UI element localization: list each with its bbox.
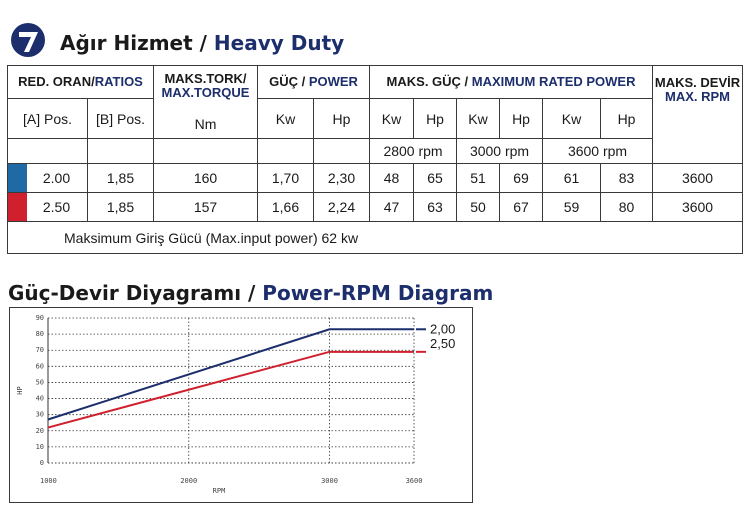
chart-svg: 0 10 20 30 40 50 60 70 80 90 1000 2000 3000 3600 RPM HP… [16, 314, 455, 495]
table-cell: 2,24 [312, 192, 371, 222]
max-power-header-en: MAXIMUM RATED POWER [471, 74, 636, 89]
y-tick-label: 0 [40, 459, 44, 467]
power-rpm-title: Güç-Devir Diyagramı / Power-RPM Diagram [8, 281, 493, 305]
torque-header-en: MAX.TORQUE [161, 85, 250, 100]
power-header: GÜÇ / POWER [256, 65, 371, 99]
table-cell: 1,85 [87, 192, 154, 222]
unit-2800-hp: Hp [413, 98, 458, 139]
table-cell: 3600 [652, 163, 744, 193]
x-tick-label: 1000 [40, 477, 57, 485]
table-cell: 50 [456, 192, 501, 222]
blank-cell [153, 138, 258, 164]
table-cell: 160 [153, 163, 258, 193]
table-cell: 3600 [652, 192, 744, 222]
blank-cell [257, 138, 314, 164]
table-cell: 1,66 [257, 192, 314, 222]
unit-3600-hp: Hp [600, 98, 654, 139]
table-cell: 67 [499, 192, 544, 222]
rpm-3000: 3000 rpm [456, 138, 544, 164]
table-cell: 47 [369, 192, 415, 222]
torque-header-tr: MAKS.TORK/ [164, 71, 247, 86]
max-input-power-note: Maksimum Giriş Gücü (Max.input power) 62… [6, 221, 744, 254]
y-tick-label: 20 [36, 427, 44, 435]
rpm-2800: 2800 rpm [369, 138, 458, 164]
x-tick-label: 2000 [180, 477, 197, 485]
brand-logo-icon [11, 23, 45, 57]
table-cell: 61 [542, 163, 602, 193]
unit-3000-hp: Hp [499, 98, 544, 139]
max-rpm-header-tr: MAKS. DEVİR [654, 75, 741, 90]
heavy-duty-title: Ağır Hizmet / Heavy Duty [60, 31, 344, 55]
power-header-en: POWER [308, 74, 358, 89]
table-cell: 63 [413, 192, 458, 222]
rpm-3600: 3600 rpm [542, 138, 654, 164]
unit-a-pos: [A] Pos. [7, 98, 88, 139]
heavy-duty-title-en: Heavy Duty [213, 31, 345, 55]
table-cell: 51 [456, 163, 501, 193]
units-row: [A] Pos. [B] Pos. Kw Hp Kw Hp Kw Hp Kw H… [7, 98, 743, 139]
ratio-a-value: 2.00 [42, 170, 71, 186]
ratio-a-cell: 2.50 [7, 192, 88, 222]
max-rpm-header: MAKS. DEVİR MAX. RPM [652, 65, 744, 164]
x-tick-label: 3000 [321, 477, 338, 485]
y-axis-label: HP [16, 386, 24, 394]
torque-header: MAKS.TORK/ MAX.TORQUE Nm [153, 65, 258, 139]
rpm-row: 2800 rpm 3000 rpm 3600 rpm [7, 138, 743, 164]
blank-cell [87, 138, 154, 164]
y-tick-label: 70 [36, 346, 44, 354]
ratios-header-en: RATIOS [94, 74, 143, 89]
unit-b-pos: [B] Pos. [87, 98, 154, 139]
ratios-header: RED. ORAN/RATIOS [7, 65, 154, 99]
specs-table: RED. ORAN/RATIOS MAKS.TORK/ MAX.TORQUE N… [6, 65, 744, 254]
row-color-swatch [8, 164, 27, 192]
max-power-header: MAKS. GÜÇ / MAXIMUM RATED POWER [369, 65, 654, 99]
y-tick-label: 40 [36, 395, 44, 403]
table-cell: 2,30 [312, 163, 371, 193]
ratio-a-cell: 2.00 [7, 163, 88, 193]
power-rpm-title-tr: Güç-Devir Diyagramı / [8, 281, 263, 305]
max-rpm-header-en: MAX. RPM [665, 89, 731, 104]
blank-cell [312, 138, 371, 164]
x-axis-label: RPM [213, 487, 226, 495]
table-cell: 83 [600, 163, 654, 193]
unit-2800-kw: Kw [369, 98, 415, 139]
table-row: 2.00 1,85 160 1,70 2,30 48 65 51 69 61 8… [7, 163, 744, 193]
table-cell: 59 [542, 192, 602, 222]
unit-power-kw: Kw [257, 98, 314, 139]
y-tick-label: 80 [36, 330, 44, 338]
torque-unit: Nm [194, 116, 217, 132]
power-rpm-chart: 0 10 20 30 40 50 60 70 80 90 1000 2000 3000 3600 RPM HP… [9, 307, 473, 503]
ratio-a-value: 2.50 [42, 199, 71, 215]
x-tick-label: 3600 [406, 477, 423, 485]
unit-3000-kw: Kw [456, 98, 501, 139]
table-cell: 80 [600, 192, 654, 222]
unit-3600-kw: Kw [542, 98, 602, 139]
y-tick-label: 60 [36, 362, 44, 370]
y-tick-label: 30 [36, 411, 44, 419]
blank-cell [7, 138, 88, 164]
series-line-2-50 [47, 350, 414, 429]
table-cell: 65 [413, 163, 458, 193]
table-cell: 157 [153, 192, 258, 222]
table-header-row: RED. ORAN/RATIOS MAKS.TORK/ MAX.TORQUE N… [7, 65, 744, 164]
unit-power-hp: Hp [312, 98, 371, 139]
table-cell: 1,70 [257, 163, 314, 193]
series-line-2-00 [47, 328, 414, 421]
y-tick-label: 90 [36, 314, 44, 322]
max-power-header-tr: MAKS. GÜÇ / [386, 74, 472, 89]
y-tick-label: 10 [36, 443, 44, 451]
power-header-tr: GÜÇ / [269, 74, 309, 89]
legend-label: 2,00 [430, 321, 455, 336]
row-color-swatch [8, 193, 27, 221]
table-cell: 48 [369, 163, 415, 193]
table-cell: 69 [499, 163, 544, 193]
heavy-duty-title-tr: Ağır Hizmet / [60, 31, 214, 55]
table-cell: 1,85 [87, 163, 154, 193]
y-tick-label: 50 [36, 378, 44, 386]
legend-label: 2,50 [430, 336, 455, 351]
ratios-header-tr: RED. ORAN/ [18, 74, 95, 89]
table-row: 2.50 1,85 157 1,66 2,24 47 63 50 67 59 8… [7, 192, 744, 222]
table-footer-row: Maksimum Giriş Gücü (Max.input power) 62… [6, 221, 744, 254]
power-rpm-title-en: Power-RPM Diagram [262, 281, 494, 305]
